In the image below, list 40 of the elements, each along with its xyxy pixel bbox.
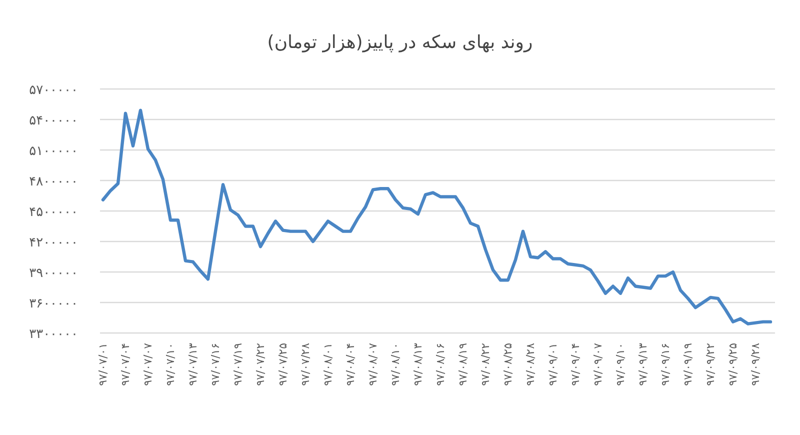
x-tick-label: ۹۷/۰۹/۰۴ — [569, 342, 582, 386]
x-tick-label: ۹۷/۰۷/۱۳ — [186, 342, 200, 386]
x-tick-label: ۹۷/۰۷/۰۱ — [96, 343, 110, 386]
x-tick-label: ۹۷/۰۹/۰۱ — [546, 343, 560, 386]
y-tick-label: ۳۶۰۰۰۰۰ — [29, 296, 78, 312]
x-tick-label: ۹۷/۰۷/۱۶ — [209, 343, 222, 386]
x-tick-label: ۹۷/۰۸/۲۸ — [524, 342, 537, 386]
x-tick-label: ۹۷/۰۸/۲۲ — [479, 342, 492, 386]
x-tick-label: ۹۷/۰۷/۲۲ — [254, 342, 267, 386]
x-tick-label: ۹۷/۰۹/۰۷ — [592, 342, 604, 386]
x-tick-label: ۹۷/۰۹/۲۸ — [749, 342, 762, 386]
x-tick-label: ۹۷/۰۹/۱۶ — [659, 343, 672, 386]
x-tick-label: ۹۷/۰۹/۱۰ — [614, 343, 627, 386]
x-tick-label: ۹۷/۰۸/۰۷ — [366, 342, 380, 386]
x-tick-label: ۹۷/۰۸/۱۳ — [412, 342, 424, 386]
y-tick-label: ۴۵۰۰۰۰۰ — [29, 205, 78, 220]
y-tick-label: ۴۲۰۰۰۰۰ — [29, 236, 78, 250]
y-tick-label: ۳۹۰۰۰۰۰ — [29, 266, 78, 281]
x-tick-label: ۹۷/۰۷/۱۰ — [164, 343, 177, 386]
y-tick-label: ۵۱۰۰۰۰۰ — [29, 144, 78, 159]
x-tick-label: ۹۷/۰۹/۲۵ — [726, 342, 740, 386]
x-tick-label: ۹۷/۰۸/۱۹ — [456, 342, 470, 386]
y-tick-label: ۳۳۰۰۰۰۰ — [29, 327, 78, 342]
x-tick-label: ۹۷/۰۹/۱۹ — [682, 342, 694, 386]
x-tick-label: ۹۷/۰۸/۰۴ — [344, 342, 357, 386]
x-tick-label: ۹۷/۰۸/۱۰ — [389, 343, 402, 386]
x-tick-label: ۹۷/۰۹/۲۲ — [704, 342, 717, 386]
x-tick-label: ۹۷/۰۸/۰۱ — [322, 343, 334, 386]
x-tick-label: ۹۷/۰۹/۱۳ — [636, 342, 650, 386]
y-tick-label: ۵۷۰۰۰۰۰ — [29, 83, 78, 98]
x-tick-label: ۹۷/۰۷/۰۴ — [119, 342, 132, 386]
y-tick-label: ۴۸۰۰۰۰۰ — [29, 174, 78, 190]
x-tick-label: ۹۷/۰۷/۱۹ — [232, 342, 244, 386]
x-tick-label: ۹۷/۰۸/۱۶ — [434, 343, 447, 386]
y-tick-label: ۵۴۰۰۰۰۰ — [29, 114, 78, 128]
x-tick-label: ۹۷/۰۷/۰۷ — [142, 342, 154, 386]
x-tick-label: ۹۷/۰۷/۲۸ — [299, 342, 312, 386]
x-tick-label: ۹۷/۰۸/۲۵ — [502, 342, 514, 386]
chart-title: روند بهای سکه در پاییز(هزار تومان) — [267, 32, 533, 53]
x-tick-label: ۹۷/۰۷/۲۵ — [276, 342, 290, 386]
